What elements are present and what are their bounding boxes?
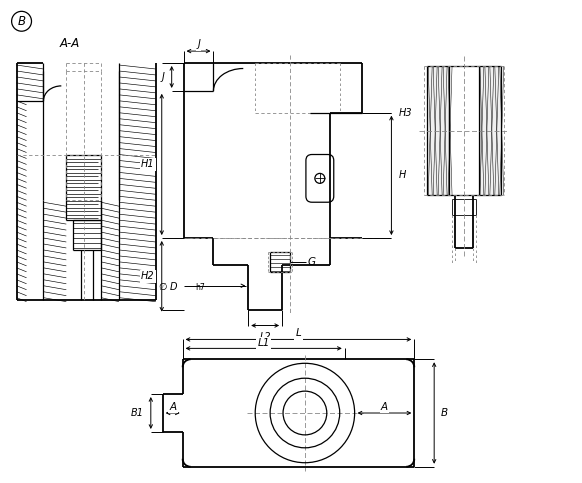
Text: H: H: [398, 170, 406, 180]
Text: A: A: [381, 402, 388, 412]
Text: L: L: [296, 328, 301, 339]
Text: B1: B1: [131, 408, 144, 418]
Bar: [449, 66, 479, 195]
Text: H1: H1: [141, 159, 155, 170]
Text: L2: L2: [260, 332, 271, 342]
Text: $\varnothing$ D: $\varnothing$ D: [158, 280, 179, 292]
Bar: [479, 66, 501, 195]
Text: H3: H3: [398, 108, 412, 118]
Text: A-A: A-A: [59, 37, 79, 50]
Text: L1: L1: [257, 339, 270, 348]
Text: B: B: [17, 15, 26, 28]
Text: J: J: [197, 39, 200, 49]
Text: J: J: [162, 72, 165, 82]
Text: H2: H2: [141, 271, 155, 281]
Text: A: A: [169, 402, 176, 412]
Bar: [427, 66, 449, 195]
Text: B: B: [441, 408, 448, 418]
Text: h7: h7: [196, 283, 205, 292]
Text: G: G: [308, 257, 316, 267]
